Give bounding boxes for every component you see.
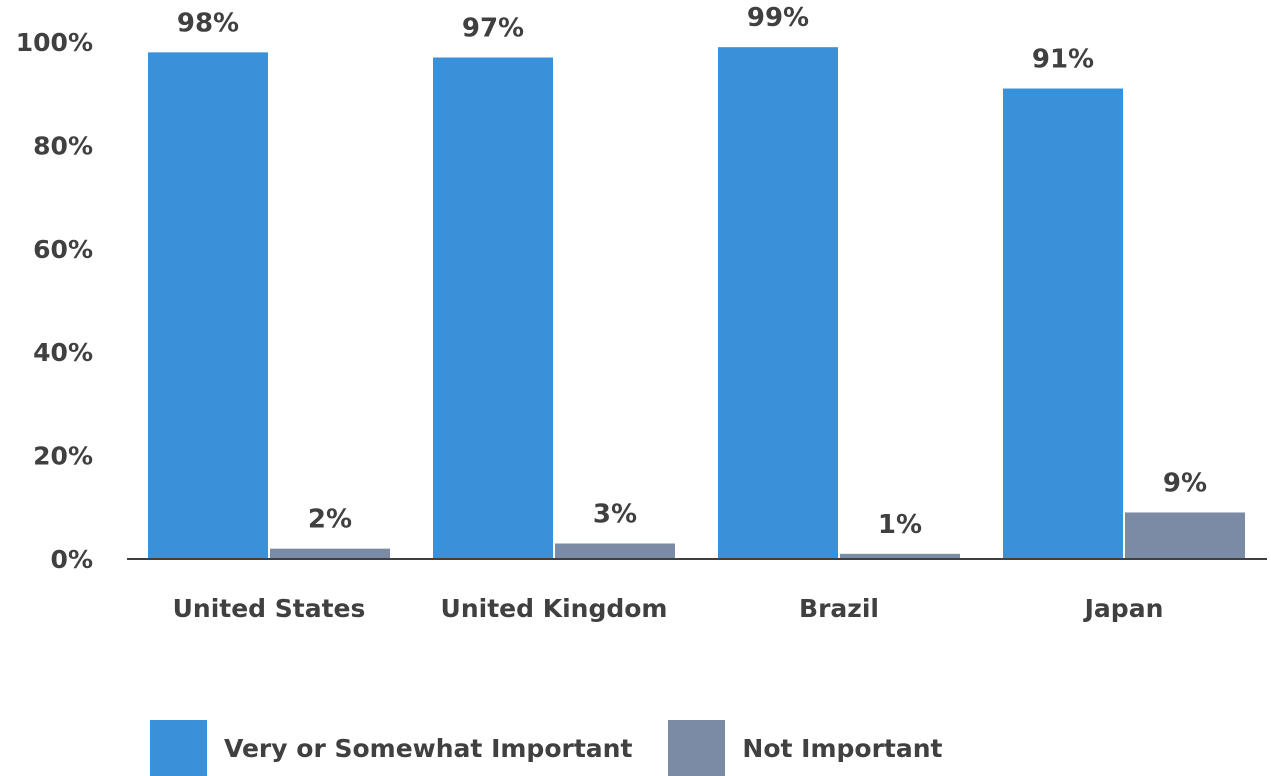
bar-brazil-very-or-somewhat-important — [718, 47, 838, 560]
y-tick-label-60: 60% — [33, 235, 93, 264]
y-axis-ticks: 0% 20% 40% 60% 80% 100% — [16, 28, 93, 574]
data-label-united-states-not-important: 2% — [308, 505, 352, 535]
legend-item-very-or-somewhat-important: Very or Somewhat Important — [150, 720, 632, 776]
bar-united-kingdom-very-or-somewhat-important — [433, 57, 553, 559]
data-label-united-kingdom-not-important: 3% — [593, 499, 637, 529]
y-tick-label-40: 40% — [33, 338, 93, 367]
bar-chart: 0%20%40%60%80%100% 98%2%97%3%99%1%91%9% … — [16, 3, 1267, 623]
bar-united-states-very-or-somewhat-important — [148, 52, 268, 560]
legend-swatch-very-or-somewhat-important — [150, 720, 207, 776]
bar-brazil-not-important — [840, 553, 960, 559]
data-label-united-kingdom-very-or-somewhat-important: 97% — [462, 14, 524, 44]
bar-japan-not-important — [1125, 512, 1245, 559]
x-axis-category-labels: United States United Kingdom Brazil Japan — [173, 594, 1164, 623]
legend-label-very-or-somewhat-important: Very or Somewhat Important — [224, 733, 633, 763]
y-tick-label-20: 20% — [33, 442, 93, 471]
bar-japan-very-or-somewhat-important — [1003, 88, 1123, 559]
legend-label-not-important: Not Important — [742, 733, 943, 763]
y-tick-label-0: 0% — [51, 545, 93, 574]
bars: 98% 2% 97% 3% 99% 1% 91% 9% — [148, 3, 1245, 560]
legend-item-not-important: Not Important — [668, 720, 942, 776]
y-tick-label-80: 80% — [33, 131, 93, 160]
category-label-united-states: United States — [173, 594, 366, 623]
category-label-japan: Japan — [1083, 594, 1164, 623]
data-label-japan-not-important: 9% — [1163, 468, 1207, 498]
data-label-united-states-very-or-somewhat-important: 98% — [177, 8, 239, 38]
category-label-brazil: Brazil — [799, 594, 879, 623]
bar-united-kingdom-not-important — [555, 543, 675, 559]
y-tick-label-100: 100% — [16, 28, 93, 57]
legend-swatch-not-important — [668, 720, 726, 776]
bar-united-states-not-important — [270, 548, 390, 559]
data-label-brazil-not-important: 1% — [878, 510, 922, 540]
data-label-japan-very-or-somewhat-important: 91% — [1032, 45, 1094, 75]
legend: Very or Somewhat Important Not Important — [150, 720, 978, 776]
category-label-united-kingdom: United Kingdom — [441, 594, 668, 623]
data-label-brazil-very-or-somewhat-important: 99% — [747, 3, 809, 33]
